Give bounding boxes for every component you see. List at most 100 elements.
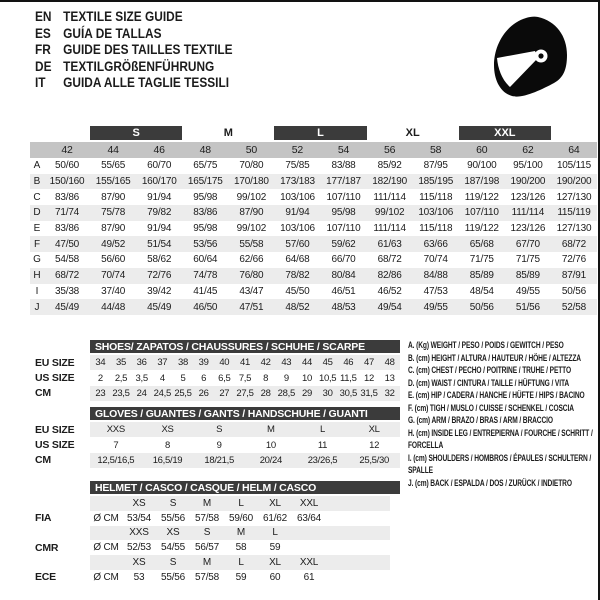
unit-cell [90,526,122,541]
value-cell: 42 [260,357,271,369]
gloves-row: CM 12,5/16,5 16,5/19 18/21,5 20/24 23/26,5 25,… [30,452,400,469]
size-header-cell: 52 [291,144,304,156]
helmet-rows: XS S M L XL XXL FIA Ø CM 53/54 55/56 57/58 59/60 61/… [30,496,400,585]
value-cell: 54/58 [55,254,80,266]
value-cell: 27,5 [236,387,254,399]
size-header-cell: 44 [107,144,119,156]
value-cell: 2,5 [114,372,128,384]
filler-cell [326,540,390,555]
value-cell: 11,5 [340,372,357,384]
value-cell: 59/60 [228,512,254,524]
legend-item: J. (cm) BACK / ESPALDA / DOS / ZURÜCK / … [408,477,572,488]
value-cell: 46/52 [377,285,402,297]
value-cell: 85/92 [377,160,402,172]
row-letter: F [33,238,41,250]
value-cell: 83/86 [193,207,218,219]
value-cell: 99/102 [236,223,267,235]
value-cell: M [236,527,246,539]
value-cell: 49/54 [377,301,402,313]
value-cell: 23,5 [112,387,130,399]
size-header-cell: 46 [153,144,165,156]
value-cell: 8 [263,372,269,384]
value-cell: 127/130 [556,191,592,203]
size-header-cell: 50 [245,144,257,156]
value-cell: 10 [302,372,312,384]
value-cell: 66/70 [331,254,356,266]
value-cell: 63/66 [423,238,448,250]
value-cell: 123/126 [510,191,546,203]
value-cell: 53/56 [193,238,218,250]
value-cell: 56/60 [101,254,126,266]
row-label: EU SIZE [35,356,75,369]
value-cell: 90/100 [467,160,497,172]
value-cell: 99/102 [236,191,267,203]
value-cell: 83/86 [55,223,80,235]
value-cell: 64/68 [285,254,310,266]
language-row: EN TEXTILE SIZE GUIDE [35,9,233,26]
value-cell: 55/65 [101,160,126,172]
value-cell: 36 [136,357,147,369]
row-values: 2 2,5 3,5 4 5 6 6,5 7,5 8 9 10 10,5 11,5 12 13 [90,370,400,385]
value-cell: 47/53 [423,285,448,297]
value-cell: 24 [136,387,147,399]
value-cell: 87/90 [239,207,264,219]
row-values: Ø CM 53 55/56 57/58 59 60 61 [90,570,390,585]
value-cell: XS [161,424,174,436]
value-cell: 65/68 [469,238,494,250]
value-cell: 85/89 [469,270,494,282]
value-cell: 51/54 [147,238,172,250]
value-cell: 60/70 [147,160,172,172]
value-cell: M [202,497,212,509]
language-code: IT [35,75,46,90]
helmet-row: XXS XS S M L [30,525,400,541]
size-header-cell: 62 [522,144,534,156]
language-code: ES [35,25,51,41]
value-cell: 91/94 [147,223,172,235]
value-cell: XL [368,424,380,436]
value-cell: 4 [159,372,165,384]
helmet-table-title: HELMET / CASCO / CASQUE / HELM / CASCO [90,481,400,494]
row-letter: G [33,254,41,266]
value-cell: 45 [322,357,333,369]
value-cell: 31,5 [360,387,378,399]
value-cell: 49/55 [515,285,540,297]
value-cell: 55/58 [239,238,264,250]
textile-row-J: J 45/49 44/48 45/49 46/50 47/51 48/52 48/53 49/5… [30,299,597,315]
right-border-line [598,0,600,600]
value-cell: S [216,424,223,436]
language-row: ES GUÍA DE TALLAS [35,26,233,43]
row-label: CM [35,387,51,400]
helmet-row-FIA: FIA Ø CM 53/54 55/56 57/58 59/60 61/62 63/64 [30,511,400,526]
value-cell: 187/198 [464,176,500,188]
legend-item: F. (cm) TIGH / MUSLO / CUISSE / SCHENKEL… [408,402,574,413]
helmet-row-CMR: CMR Ø CM 52/53 54/55 56/57 58 59 [30,540,400,555]
value-cell: 59 [235,571,247,583]
filler-cell [326,555,390,570]
language-row: DE TEXTILGRÖßENFÜHRUNG [35,59,233,76]
value-cell: 54/55 [160,542,186,554]
value-cell: 57/58 [194,571,220,583]
value-cell: 44 [302,357,312,369]
row-letter: H [33,270,41,282]
value-cell: S [203,527,211,539]
value-cell: 38 [178,357,188,369]
shoes-table-title: SHOES/ ZAPATOS / CHAUSSURES / SCHUHE / S… [90,340,400,353]
row-label [30,555,90,570]
value-cell: 105/115 [556,160,591,172]
value-cell: 45/49 [55,301,80,313]
value-cell: S [169,497,177,509]
value-cell: 59/62 [331,238,356,250]
value-cell: 150/160 [49,176,85,188]
value-cell: 9 [283,372,289,384]
row-values: XXS XS S M L XL [90,422,400,438]
value-cell: 12,5/16,5 [97,454,135,466]
value-cell: 23 [95,387,106,399]
value-cell: 119/122 [464,191,499,203]
legend-item: C. (cm) CHEST / PECHO / POITRINE / TRUHE… [408,365,572,375]
value-cell: L [272,527,278,539]
row-letter: B [33,176,41,188]
value-cell: 50/56 [561,285,586,297]
value-cell: 12 [369,439,380,451]
value-cell: 47/50 [55,238,80,250]
row-values: 7 8 9 10 11 12 [90,437,400,452]
